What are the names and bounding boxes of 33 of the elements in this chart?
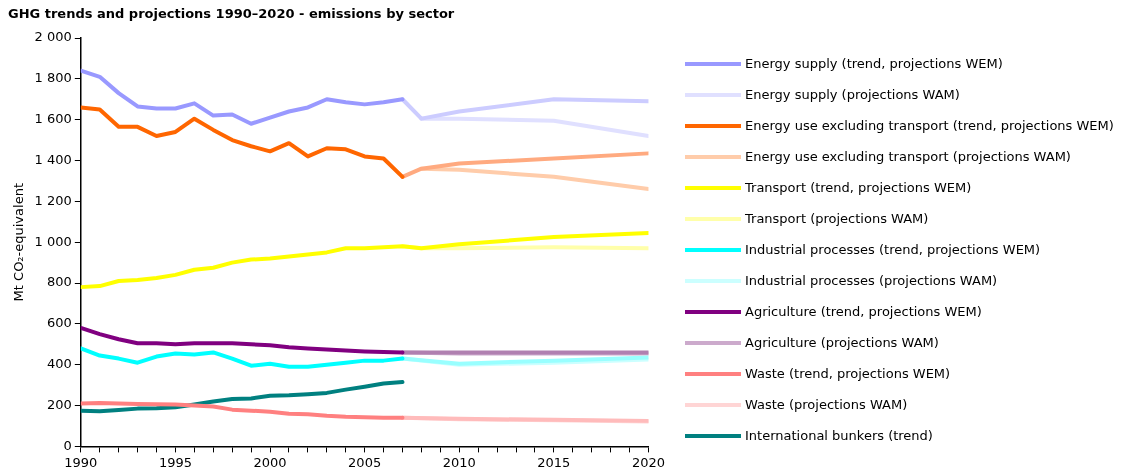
legend-label: Industrial processes (projections WAM) xyxy=(745,273,998,288)
y-tick-label: 1 400 xyxy=(34,151,72,167)
x-tick-label: 2000 xyxy=(253,454,287,470)
legend-label: Transport (trend, projections WEM) xyxy=(745,180,972,195)
legend-label: Energy use excluding transport (projections WAM) xyxy=(745,149,1071,164)
y-axis-title: Mt CO₂-equivalent xyxy=(11,183,27,302)
legend-label: Industrial processes (trend, projections WEM) xyxy=(745,242,1041,257)
x-tick-label: 2020 xyxy=(631,454,665,470)
y-tick-label: 1 200 xyxy=(34,192,72,208)
legend-label: Waste (projections WAM) xyxy=(745,397,908,412)
x-tick-label: 1995 xyxy=(158,454,192,470)
legend-label: Agriculture (projections WAM) xyxy=(745,335,939,350)
y-tick-label: 1 800 xyxy=(34,70,72,86)
y-tick-label: 0 xyxy=(63,437,72,453)
legend-label: Energy supply (projections WAM) xyxy=(745,87,960,102)
y-tick-label: 200 xyxy=(46,396,72,412)
legend-label: Transport (projections WAM) xyxy=(745,211,929,226)
legend-label: International bunkers (trend) xyxy=(745,428,933,443)
y-tick-label: 1 600 xyxy=(34,111,72,127)
x-tick-label: 2015 xyxy=(537,454,571,470)
y-tick-label: 400 xyxy=(46,356,72,372)
y-tick-label: 800 xyxy=(46,274,72,290)
y-tick-label: 1 000 xyxy=(34,233,72,249)
x-tick-label: 2010 xyxy=(442,454,476,470)
y-tick-label: 2 000 xyxy=(34,29,72,45)
legend-label: Waste (trend, projections WEM) xyxy=(745,366,951,381)
legend-label: Energy use excluding transport (trend, projections WEM) xyxy=(745,118,1114,133)
chart-title: GHG trends and projections 1990–2020 - emissions by sector xyxy=(8,6,455,21)
y-tick-label: 600 xyxy=(46,315,72,331)
x-tick-label: 2005 xyxy=(348,454,382,470)
x-tick-label: 1990 xyxy=(64,454,98,470)
legend-label: Agriculture (trend, projections WEM) xyxy=(745,304,982,319)
legend-label: Energy supply (trend, projections WEM) xyxy=(745,56,1003,71)
